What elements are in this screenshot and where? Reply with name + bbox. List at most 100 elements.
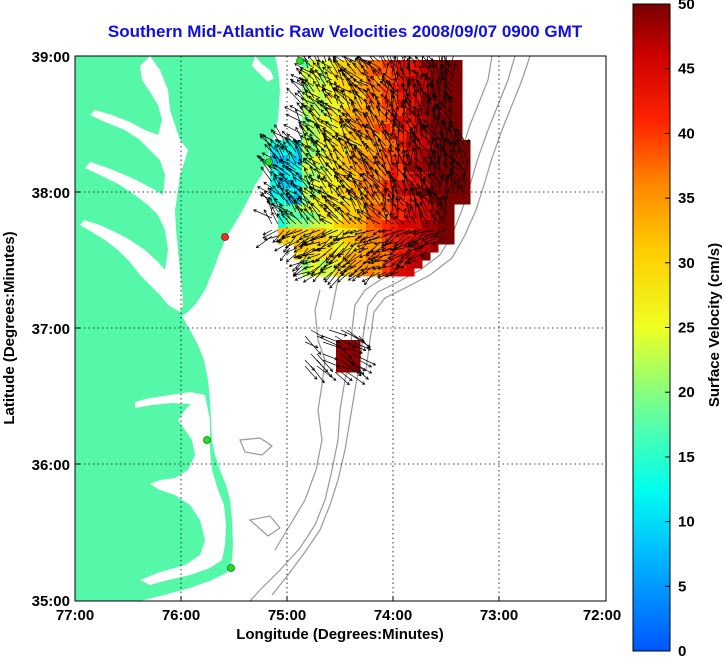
velocity-cell: [352, 356, 361, 365]
velocity-arrow: [388, 144, 393, 165]
velocity-arrow: [411, 235, 423, 249]
velocity-arrow: [363, 202, 381, 219]
velocity-arrow: [376, 102, 387, 111]
velocity-arrow: [309, 194, 327, 207]
velocity-cell: [446, 108, 455, 117]
velocity-cell: [390, 268, 399, 277]
velocity-cell: [382, 156, 391, 165]
velocity-cell: [310, 212, 319, 221]
velocity-arrow: [385, 187, 393, 195]
velocity-arrow: [449, 177, 454, 189]
velocity-cell: [310, 116, 319, 125]
velocity-arrow: [301, 104, 315, 117]
velocity-cell: [350, 148, 359, 157]
velocity-arrow: [379, 56, 387, 69]
velocity-cell: [398, 228, 407, 237]
velocity-cell: [350, 172, 359, 181]
velocity-cell: [302, 204, 311, 213]
velocity-arrow: [450, 120, 459, 141]
velocity-cell: [302, 132, 311, 141]
velocity-cell: [342, 132, 351, 141]
velocity-cell: [302, 244, 311, 253]
velocity-cell: [358, 100, 367, 109]
velocity-arrow: [300, 105, 309, 123]
velocity-arrow: [382, 72, 393, 81]
velocity-arrow: [438, 56, 441, 63]
velocity-cell: [390, 244, 399, 253]
velocity-cell: [374, 140, 383, 149]
velocity-arrow: [346, 138, 363, 147]
velocity-cell: [390, 164, 399, 173]
velocity-arrow: [264, 144, 279, 159]
velocity-arrow: [398, 196, 411, 207]
velocity-cell: [366, 252, 375, 261]
velocity-arrow: [357, 130, 375, 141]
y-tick-label: 36:00: [32, 457, 70, 474]
velocity-arrow: [332, 56, 339, 63]
velocity-field: [252, 56, 471, 386]
velocity-cell: [422, 180, 431, 189]
velocity-cell: [422, 220, 431, 229]
velocity-cell: [358, 228, 367, 237]
velocity-arrow: [403, 56, 407, 69]
velocity-arrow: [387, 253, 399, 260]
velocity-cell: [270, 148, 279, 157]
velocity-arrow: [305, 78, 315, 93]
velocity-arrow: [360, 152, 375, 165]
colorbar-tick-label: 20: [678, 384, 695, 401]
velocity-arrow: [338, 184, 345, 195]
velocity-cell: [406, 268, 415, 277]
velocity-arrow: [308, 95, 321, 111]
velocity-cell: [462, 196, 471, 205]
velocity-cell: [310, 204, 319, 213]
velocity-arrow: [323, 138, 333, 159]
velocity-cell: [462, 140, 471, 149]
velocity-cell: [318, 84, 327, 93]
velocity-arrow: [273, 175, 285, 183]
velocity-arrow: [295, 205, 309, 225]
velocity-cell: [286, 188, 295, 197]
velocity-cell: [342, 212, 351, 221]
velocity-arrow: [298, 235, 309, 241]
velocity-arrow: [407, 141, 411, 153]
velocity-arrow: [298, 159, 309, 165]
velocity-arrow: [422, 178, 429, 195]
velocity-arrow: [393, 56, 399, 75]
velocity-arrow: [301, 259, 321, 265]
velocity-cell: [454, 172, 463, 181]
velocity-cell: [374, 252, 383, 261]
velocity-cell: [382, 196, 391, 205]
velocity-arrow: [333, 80, 339, 93]
velocity-arrow: [312, 193, 321, 207]
velocity-arrow: [320, 120, 339, 135]
velocity-arrow: [352, 265, 369, 282]
velocity-arrow: [448, 122, 453, 141]
velocity-arrow: [352, 353, 377, 366]
velocity-cell: [318, 220, 327, 229]
velocity-cell: [294, 196, 303, 205]
velocity-cell: [310, 60, 319, 69]
velocity-cell: [318, 132, 327, 141]
velocity-arrow: [274, 241, 291, 252]
velocity-cell: [438, 220, 447, 229]
velocity-arrow: [302, 121, 315, 129]
velocity-arrow: [290, 80, 303, 93]
velocity-arrow: [317, 174, 327, 189]
velocity-cell: [350, 124, 359, 133]
velocity-cell: [342, 84, 351, 93]
velocity-cell: [390, 132, 399, 141]
velocity-arrow: [423, 119, 435, 129]
velocity-cell: [302, 220, 311, 229]
velocity-cell: [350, 156, 359, 165]
velocity-arrow: [456, 183, 460, 195]
velocity-arrow: [357, 217, 369, 225]
velocity-arrow: [434, 104, 447, 123]
velocity-arrow: [382, 241, 399, 247]
velocity-arrow: [377, 271, 393, 279]
grid-lines: [75, 56, 606, 601]
velocity-cell: [398, 172, 407, 181]
velocity-cell: [302, 60, 311, 69]
velocity-cell: [350, 100, 359, 109]
velocity-cell: [398, 204, 407, 213]
